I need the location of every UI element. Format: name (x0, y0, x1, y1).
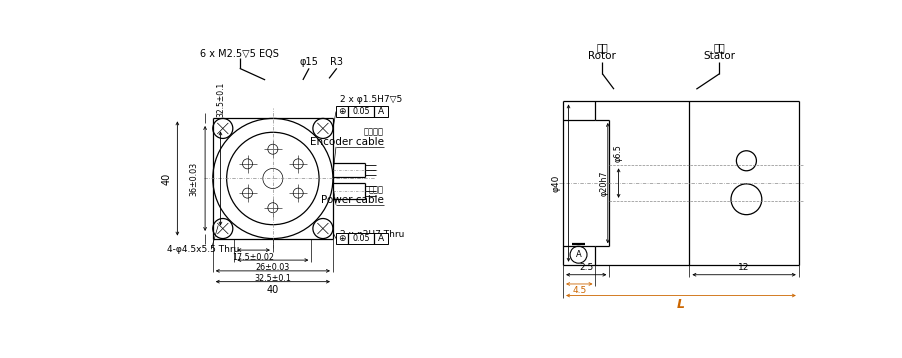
Text: ⊕: ⊕ (338, 107, 345, 116)
Text: 定子: 定子 (713, 42, 725, 52)
Text: φ6.5: φ6.5 (614, 144, 623, 162)
Text: 0.05: 0.05 (353, 234, 370, 243)
Text: 4-φ4.5x5.5 Thru: 4-φ4.5x5.5 Thru (167, 245, 239, 254)
Text: A: A (378, 107, 384, 116)
Text: 26±0.03: 26±0.03 (256, 263, 290, 272)
Text: Power cable: Power cable (321, 195, 383, 205)
Text: 0.05: 0.05 (353, 107, 370, 116)
Text: Encoder cable: Encoder cable (309, 137, 383, 147)
Text: φ15: φ15 (299, 57, 318, 67)
Text: φ40: φ40 (551, 174, 560, 192)
Text: 12: 12 (739, 263, 750, 272)
Text: φ20h7: φ20h7 (599, 170, 608, 196)
Text: Rotor: Rotor (588, 52, 616, 62)
Text: 2 x φ1.5H7▽5: 2 x φ1.5H7▽5 (340, 95, 402, 104)
Text: 40: 40 (161, 172, 171, 185)
Text: 2 x φ2H7 Thru: 2 x φ2H7 Thru (340, 230, 404, 239)
Text: ⊕: ⊕ (338, 234, 345, 243)
Text: 转子: 转子 (596, 42, 608, 52)
Text: A: A (378, 234, 384, 243)
Text: 40: 40 (267, 285, 279, 295)
Bar (336, 106, 389, 117)
Text: 2.5: 2.5 (579, 263, 594, 272)
Text: 32.5±0.1: 32.5±0.1 (254, 274, 291, 283)
Text: 6 x M2.5▽5 EQS: 6 x M2.5▽5 EQS (200, 49, 280, 59)
Text: 动力线: 动力线 (369, 185, 383, 194)
Text: A: A (575, 250, 582, 259)
Bar (336, 233, 389, 244)
Text: 36±0.03: 36±0.03 (189, 161, 198, 195)
Text: Stator: Stator (704, 52, 735, 62)
Text: R3: R3 (330, 57, 344, 67)
Text: 编码器线: 编码器线 (364, 127, 383, 136)
Text: 32.5±0.1: 32.5±0.1 (216, 82, 225, 117)
Text: 4.5: 4.5 (572, 286, 586, 295)
Text: L: L (677, 298, 685, 311)
Text: 17.5±0.02: 17.5±0.02 (233, 253, 274, 262)
